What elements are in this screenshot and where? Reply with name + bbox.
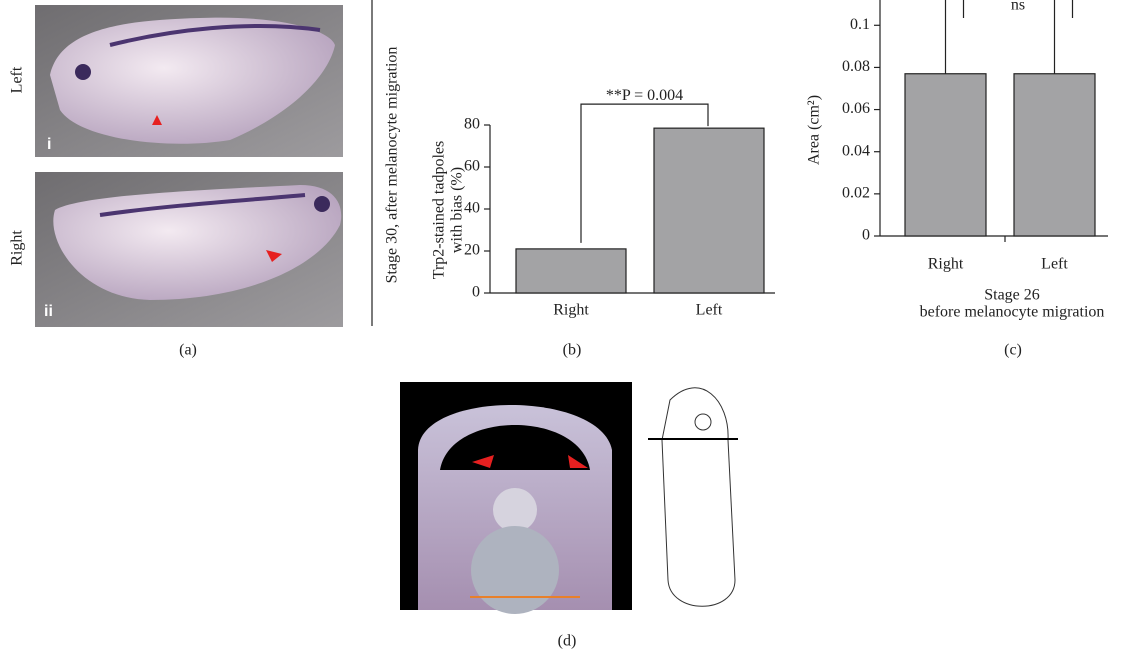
photo-side-label: Right: [9, 230, 26, 266]
x-axis-label: Stage 26: [984, 287, 1040, 304]
photo-number: ii: [44, 303, 53, 320]
y-tick-label: 0: [472, 284, 480, 301]
photo-i: [35, 5, 343, 157]
photo-ii: [35, 172, 343, 327]
panel-label: (b): [563, 342, 582, 359]
y-axis-label: Area (cm²): [806, 95, 823, 165]
panel-label: (d): [558, 633, 577, 650]
figure: i ii Left Right Stage 30, after melanocy…: [0, 0, 1135, 653]
x-tick-label: Right: [928, 256, 964, 273]
y-tick-label: 80: [464, 116, 480, 133]
significance-annotation: ns: [1011, 0, 1025, 14]
bar: [654, 128, 764, 293]
y-tick-label: 0.1: [850, 16, 870, 33]
x-tick-label: Left: [696, 302, 723, 319]
bar: [905, 74, 986, 236]
x-tick-label: Left: [1041, 256, 1068, 273]
panel-label: (c): [1004, 342, 1022, 359]
x-axis-label: before melanocyte migration: [920, 304, 1105, 321]
photo-number: i: [47, 136, 51, 153]
y-tick-label: 0.08: [842, 58, 870, 75]
panel-caption: Stage 30, after melanocyte migration: [384, 47, 401, 284]
tadpole-drawing: [648, 388, 738, 606]
y-tick-label: 60: [464, 158, 480, 175]
photo-d: [400, 382, 632, 614]
y-tick-label: 20: [464, 242, 480, 259]
x-tick-label: Right: [553, 302, 589, 319]
y-axis-label: with bias (%): [449, 167, 466, 253]
panel-label: (a): [179, 342, 197, 359]
photo-side-label: Left: [9, 66, 26, 93]
y-tick-label: 0: [862, 227, 870, 244]
y-tick-label: 0.02: [842, 185, 870, 202]
y-tick-label: 0.04: [842, 142, 870, 159]
significance-annotation: **P = 0.004: [606, 87, 683, 104]
y-tick-label: 0.06: [842, 100, 870, 117]
bar: [1014, 74, 1095, 236]
y-axis-label: Trp2-stained tadpoles: [431, 141, 448, 280]
y-tick-label: 40: [464, 200, 480, 217]
bar: [516, 249, 626, 293]
